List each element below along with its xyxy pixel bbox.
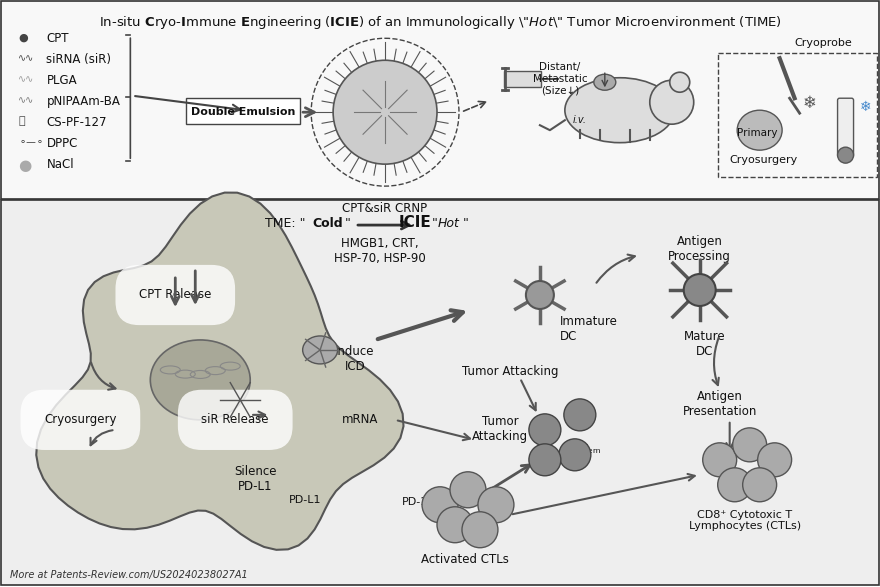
Text: Distant/
Metastatic
(Size↓): Distant/ Metastatic (Size↓) bbox=[532, 62, 587, 96]
Circle shape bbox=[733, 428, 766, 462]
Text: ●: ● bbox=[18, 32, 28, 42]
Text: NaCl: NaCl bbox=[47, 158, 74, 171]
Text: Cryoprobe: Cryoprobe bbox=[795, 38, 853, 48]
Text: CPT Release: CPT Release bbox=[139, 288, 211, 302]
Text: PD-1: PD-1 bbox=[402, 497, 429, 507]
Circle shape bbox=[649, 80, 693, 124]
Ellipse shape bbox=[150, 340, 250, 420]
Circle shape bbox=[462, 512, 498, 548]
Circle shape bbox=[559, 439, 590, 471]
Text: siRNA (siR): siRNA (siR) bbox=[47, 53, 112, 66]
Text: CPT&siR CRNP: CPT&siR CRNP bbox=[342, 202, 428, 215]
Text: Tumor Attacking: Tumor Attacking bbox=[462, 365, 558, 378]
Circle shape bbox=[526, 281, 554, 309]
Circle shape bbox=[529, 444, 561, 476]
Text: Mature
DC: Mature DC bbox=[684, 330, 725, 358]
Text: ": " bbox=[345, 217, 351, 230]
Text: ∿∿: ∿∿ bbox=[18, 95, 34, 105]
Text: Primary: Primary bbox=[737, 128, 778, 138]
Text: Cryosurgery: Cryosurgery bbox=[730, 155, 797, 165]
Circle shape bbox=[838, 147, 854, 163]
Text: PLGA: PLGA bbox=[47, 74, 77, 87]
Circle shape bbox=[529, 414, 561, 446]
Ellipse shape bbox=[594, 74, 616, 90]
FancyBboxPatch shape bbox=[2, 200, 878, 585]
Text: i.v.: i.v. bbox=[573, 115, 587, 125]
Text: ∿∿: ∿∿ bbox=[18, 74, 34, 85]
Ellipse shape bbox=[565, 77, 675, 143]
Circle shape bbox=[684, 274, 715, 306]
Text: Antigen
Processing: Antigen Processing bbox=[668, 235, 731, 263]
Text: Silence
PD-L1: Silence PD-L1 bbox=[234, 465, 276, 493]
Circle shape bbox=[564, 399, 596, 431]
Text: mRNA: mRNA bbox=[342, 413, 378, 426]
Circle shape bbox=[758, 443, 792, 477]
Text: ❄: ❄ bbox=[860, 100, 871, 114]
Text: CD8⁺ Cytotoxic T
Lymphocytes (CTLs): CD8⁺ Cytotoxic T Lymphocytes (CTLs) bbox=[689, 510, 801, 531]
Text: Hot: Hot bbox=[438, 217, 460, 230]
FancyBboxPatch shape bbox=[504, 71, 541, 87]
Text: Double Emulsion: Double Emulsion bbox=[191, 107, 296, 117]
Text: ●: ● bbox=[18, 158, 32, 173]
Text: ": " bbox=[432, 217, 438, 230]
FancyBboxPatch shape bbox=[2, 1, 878, 199]
FancyBboxPatch shape bbox=[838, 98, 854, 157]
Circle shape bbox=[437, 507, 473, 543]
Text: Immature
DC: Immature DC bbox=[560, 315, 618, 343]
Circle shape bbox=[703, 443, 737, 477]
Circle shape bbox=[718, 468, 752, 502]
Text: Cold: Cold bbox=[312, 217, 343, 230]
Text: ⚬—⚬: ⚬—⚬ bbox=[18, 137, 45, 147]
Circle shape bbox=[670, 72, 690, 92]
Circle shape bbox=[743, 468, 777, 502]
Text: Cryosurgery: Cryosurgery bbox=[44, 413, 117, 426]
Text: ICIE: ICIE bbox=[399, 215, 431, 230]
Text: ⌒: ⌒ bbox=[18, 116, 26, 126]
Text: DPPC: DPPC bbox=[47, 137, 77, 150]
Text: pNIPAAm-BA: pNIPAAm-BA bbox=[47, 95, 121, 108]
Text: Antigen
Presentation: Antigen Presentation bbox=[683, 390, 757, 418]
Ellipse shape bbox=[737, 110, 782, 150]
Text: Activated CTLs: Activated CTLs bbox=[421, 553, 509, 566]
FancyBboxPatch shape bbox=[187, 98, 300, 124]
Text: In-situ $\bf{C}$ryo-$\bf{I}$mmune $\bf{E}$ngineering ($\bf{ICIE}$) of an Immunol: In-situ $\bf{C}$ryo-$\bf{I}$mmune $\bf{E… bbox=[99, 14, 781, 31]
Text: ": " bbox=[463, 217, 469, 230]
Ellipse shape bbox=[303, 336, 338, 364]
Circle shape bbox=[450, 472, 486, 508]
Text: More at Patents-Review.com/US20240238027A1: More at Patents-Review.com/US20240238027… bbox=[11, 570, 248, 580]
Polygon shape bbox=[36, 193, 404, 550]
Text: siR Release: siR Release bbox=[202, 413, 269, 426]
Text: HMGB1, CRT,
HSP-70, HSP-90: HMGB1, CRT, HSP-70, HSP-90 bbox=[334, 237, 426, 265]
Text: Induce
ICD: Induce ICD bbox=[335, 345, 375, 373]
Circle shape bbox=[334, 60, 437, 164]
Text: CS-PF-127: CS-PF-127 bbox=[47, 116, 107, 129]
Text: CPT: CPT bbox=[47, 32, 69, 45]
Circle shape bbox=[478, 487, 514, 523]
Text: TME: ": TME: " bbox=[265, 217, 305, 230]
Circle shape bbox=[422, 487, 458, 523]
Text: PD-L1: PD-L1 bbox=[289, 495, 321, 505]
Text: Tₑₘ: Tₑₘ bbox=[580, 443, 600, 456]
Text: ∿∿: ∿∿ bbox=[18, 53, 34, 63]
Text: ❄: ❄ bbox=[803, 94, 817, 112]
Text: Tumor
Attacking: Tumor Attacking bbox=[472, 415, 528, 443]
